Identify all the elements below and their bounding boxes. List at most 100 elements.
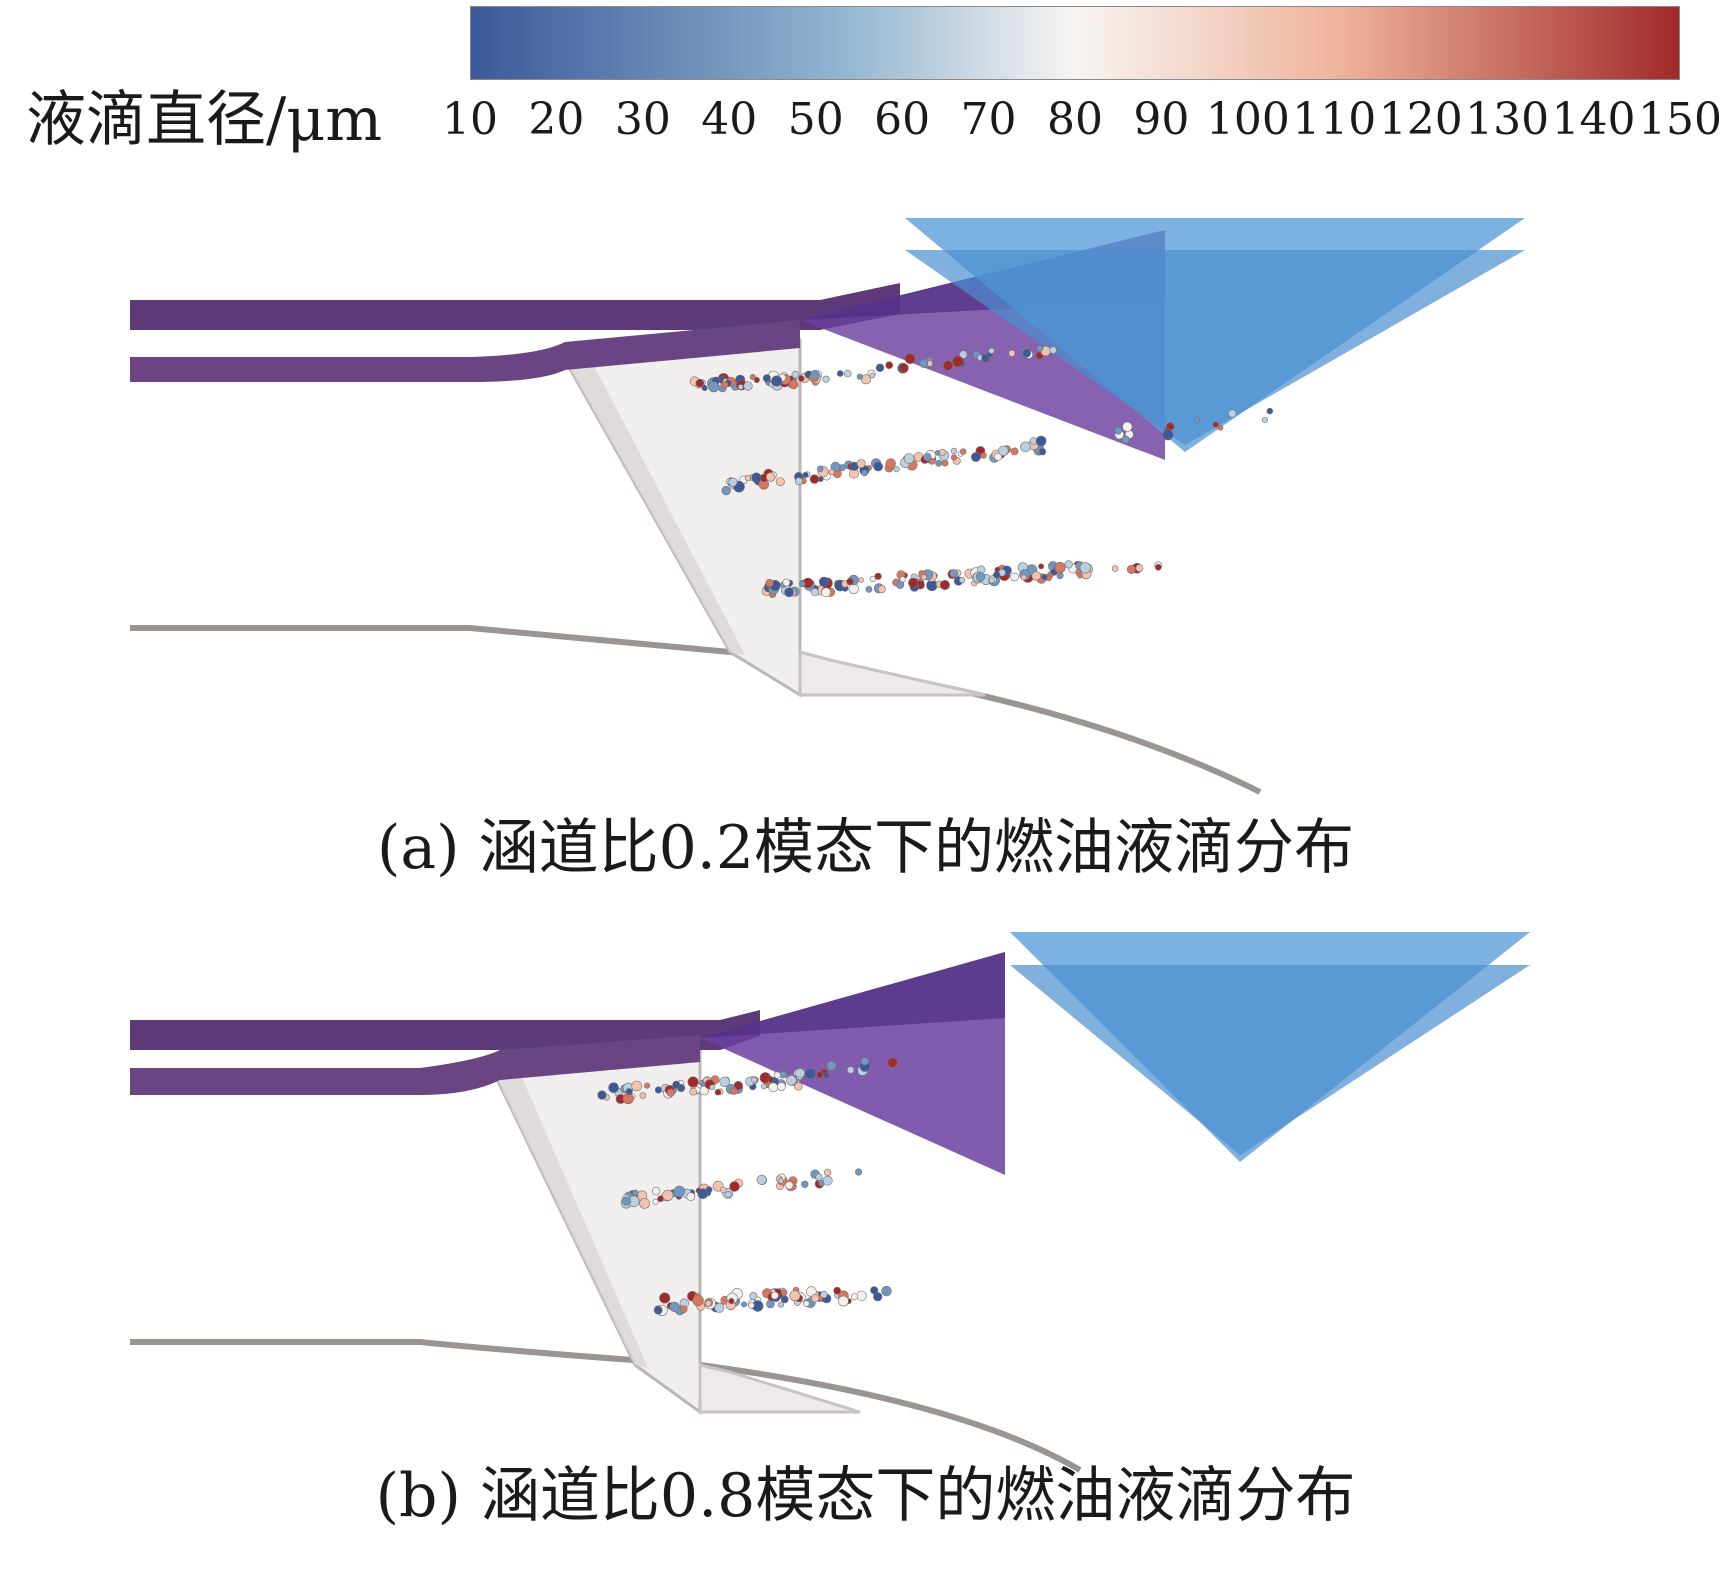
droplet	[822, 1072, 830, 1079]
droplet	[625, 1088, 633, 1096]
droplet	[873, 461, 884, 472]
droplet	[805, 1286, 817, 1297]
droplet	[743, 381, 753, 391]
droplet	[816, 1071, 824, 1079]
droplet	[777, 1301, 784, 1308]
droplet	[1008, 349, 1016, 357]
droplet	[958, 577, 966, 584]
droplet	[802, 471, 809, 478]
droplet	[833, 1286, 842, 1295]
droplet	[786, 1075, 797, 1086]
droplet	[1038, 563, 1044, 570]
colorbar-tick: 150	[1638, 94, 1722, 145]
droplet	[1020, 574, 1027, 581]
droplet	[870, 1286, 879, 1295]
droplet	[1122, 421, 1133, 432]
duct-walls-b	[130, 1010, 760, 1095]
droplet	[765, 579, 774, 588]
droplet	[971, 452, 981, 462]
wedge-b	[1010, 932, 1530, 1162]
droplet	[737, 384, 744, 390]
droplet	[828, 468, 835, 475]
droplet	[705, 1300, 712, 1307]
droplet	[799, 580, 806, 587]
droplet	[1048, 564, 1055, 571]
droplet	[780, 1289, 788, 1296]
droplet	[784, 587, 794, 598]
droplet	[788, 379, 799, 390]
droplet	[1079, 562, 1091, 574]
droplet	[856, 459, 866, 469]
droplet	[728, 1297, 735, 1304]
panel-b-diagram	[130, 932, 1530, 1473]
droplet	[836, 370, 844, 377]
droplet	[803, 1300, 810, 1307]
droplet	[751, 1076, 758, 1084]
droplet	[1155, 563, 1162, 571]
droplet	[998, 445, 1009, 456]
droplet	[993, 571, 1001, 579]
droplet	[941, 459, 949, 467]
droplet	[782, 578, 791, 587]
droplet	[804, 1068, 817, 1080]
droplet	[822, 1175, 833, 1186]
droplet	[631, 1080, 643, 1092]
droplet	[981, 353, 990, 363]
droplet	[843, 369, 852, 378]
colorbar-tick: 90	[1133, 94, 1190, 145]
colorbar-tick: 110	[1292, 94, 1377, 145]
droplet	[1114, 426, 1122, 435]
droplet	[1031, 571, 1041, 581]
droplet	[1022, 348, 1031, 358]
droplet	[768, 1082, 779, 1093]
droplet	[939, 579, 950, 590]
droplet	[1010, 447, 1019, 456]
droplet	[865, 585, 873, 593]
droplet	[920, 574, 927, 581]
droplet	[1038, 448, 1047, 456]
droplet	[801, 1180, 809, 1188]
droplet	[856, 1290, 867, 1301]
droplet	[869, 372, 876, 379]
droplet	[1217, 424, 1224, 431]
droplet	[975, 572, 986, 582]
droplet	[728, 477, 738, 487]
droplet	[881, 1285, 892, 1297]
droplet	[653, 1305, 663, 1315]
droplet	[893, 466, 900, 473]
droplet	[1035, 435, 1047, 447]
droplet	[1162, 429, 1174, 441]
droplet	[887, 1057, 898, 1068]
droplet	[657, 1195, 664, 1202]
outer-housing-a	[130, 625, 1262, 795]
droplet	[767, 1076, 774, 1083]
droplet	[860, 1057, 870, 1066]
droplet	[744, 475, 752, 482]
droplet	[928, 457, 936, 465]
droplet	[1057, 572, 1064, 579]
droplet	[885, 458, 896, 469]
droplet	[756, 1174, 767, 1185]
droplet	[1135, 564, 1144, 572]
droplet	[724, 1191, 732, 1198]
colorbar-tick: 100	[1205, 94, 1290, 145]
droplet	[885, 361, 894, 369]
droplet	[709, 1084, 716, 1091]
droplet	[1126, 564, 1136, 574]
droplet	[654, 1086, 662, 1094]
droplet	[988, 347, 995, 354]
duct-walls-a	[130, 283, 900, 382]
droplet	[597, 1090, 607, 1100]
droplet	[1064, 560, 1073, 569]
droplet	[1049, 346, 1057, 354]
droplet	[950, 447, 958, 455]
droplets-a	[689, 344, 1274, 598]
panel-a-diagram	[130, 218, 1525, 795]
droplet	[686, 1192, 696, 1201]
droplet	[775, 477, 785, 487]
droplet	[980, 452, 987, 459]
droplet	[673, 1185, 686, 1198]
droplet	[935, 459, 943, 467]
droplet	[1261, 416, 1268, 423]
droplet	[1010, 572, 1019, 582]
